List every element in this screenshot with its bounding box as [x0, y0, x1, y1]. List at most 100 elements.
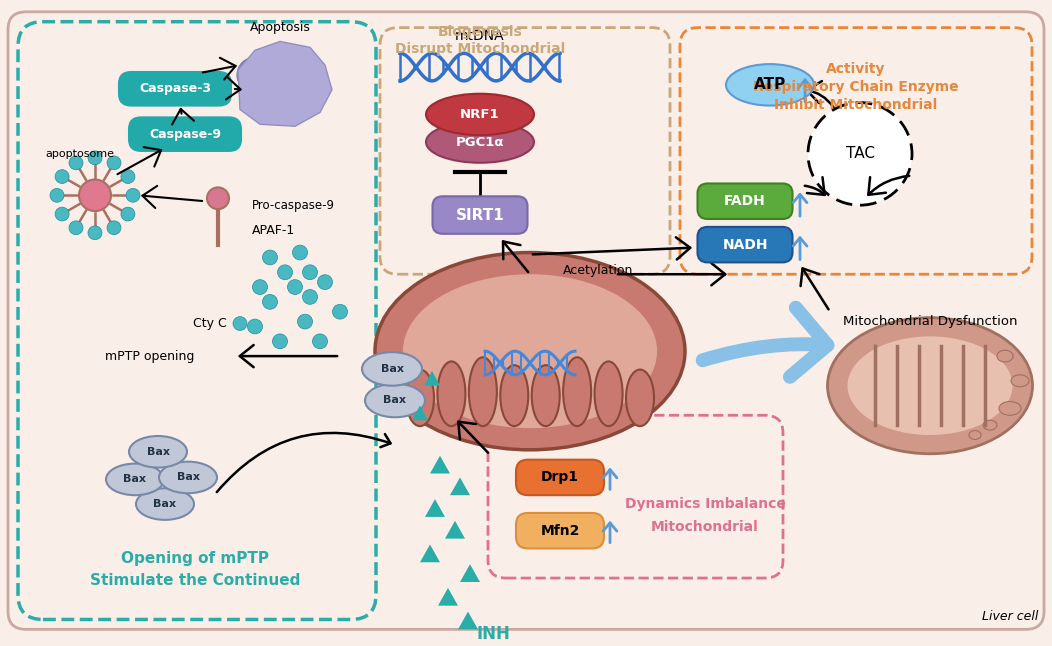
Text: Bax: Bax	[381, 364, 404, 374]
FancyBboxPatch shape	[432, 196, 527, 234]
Circle shape	[88, 226, 102, 240]
Circle shape	[303, 265, 318, 280]
Ellipse shape	[726, 64, 814, 105]
Text: NADH: NADH	[723, 238, 768, 252]
Circle shape	[107, 156, 121, 170]
FancyBboxPatch shape	[697, 227, 792, 262]
Circle shape	[263, 250, 278, 265]
Circle shape	[55, 170, 69, 183]
Polygon shape	[430, 455, 450, 474]
Polygon shape	[412, 406, 428, 421]
Circle shape	[292, 245, 307, 260]
Ellipse shape	[531, 365, 560, 426]
Circle shape	[247, 319, 263, 334]
Polygon shape	[450, 477, 470, 495]
Circle shape	[252, 280, 267, 295]
Circle shape	[255, 80, 285, 109]
Circle shape	[69, 156, 83, 170]
Circle shape	[332, 304, 347, 319]
Ellipse shape	[848, 337, 1012, 435]
Text: PGC1α: PGC1α	[456, 136, 504, 149]
Ellipse shape	[406, 370, 434, 426]
Text: Bax: Bax	[123, 474, 146, 484]
FancyBboxPatch shape	[697, 183, 792, 219]
Ellipse shape	[426, 94, 534, 135]
Text: Mfn2: Mfn2	[541, 524, 580, 537]
FancyBboxPatch shape	[129, 118, 241, 151]
Circle shape	[298, 314, 312, 329]
Ellipse shape	[828, 318, 1032, 453]
Text: Stimulate the Continued: Stimulate the Continued	[89, 572, 300, 587]
Text: ATP: ATP	[754, 78, 786, 92]
Text: Activity: Activity	[826, 62, 886, 76]
Text: Respiratory Chain Enzyme: Respiratory Chain Enzyme	[753, 80, 958, 94]
Ellipse shape	[438, 361, 465, 426]
Ellipse shape	[1011, 375, 1029, 387]
Polygon shape	[238, 41, 332, 126]
Text: APAF-1: APAF-1	[252, 224, 296, 237]
Circle shape	[55, 207, 69, 221]
Ellipse shape	[106, 464, 164, 495]
Text: apoptosome: apoptosome	[45, 149, 115, 159]
Ellipse shape	[594, 361, 623, 426]
Polygon shape	[420, 545, 440, 562]
Text: Bax: Bax	[177, 472, 200, 483]
Polygon shape	[438, 588, 458, 606]
Circle shape	[121, 207, 135, 221]
Text: Dynamics Imbalance: Dynamics Imbalance	[625, 497, 786, 511]
Ellipse shape	[626, 370, 654, 426]
Circle shape	[69, 221, 83, 234]
Ellipse shape	[375, 253, 685, 450]
Text: NRF1: NRF1	[460, 108, 500, 121]
Circle shape	[107, 221, 121, 234]
Text: Pro-caspase-9: Pro-caspase-9	[252, 199, 335, 212]
Text: Mitochondrial: Mitochondrial	[651, 520, 758, 534]
Ellipse shape	[136, 488, 194, 520]
FancyBboxPatch shape	[380, 28, 670, 275]
Ellipse shape	[129, 436, 187, 468]
Text: Bax: Bax	[154, 499, 177, 509]
Text: Caspase-9: Caspase-9	[149, 128, 221, 141]
Text: Apoptosis: Apoptosis	[249, 21, 310, 34]
Ellipse shape	[426, 121, 534, 163]
FancyBboxPatch shape	[18, 22, 376, 620]
Text: Bax: Bax	[384, 395, 406, 406]
Polygon shape	[425, 499, 445, 517]
Polygon shape	[460, 564, 480, 582]
Ellipse shape	[159, 462, 217, 493]
Polygon shape	[424, 371, 440, 386]
Ellipse shape	[983, 421, 997, 430]
Text: mtDNA: mtDNA	[456, 28, 505, 43]
Circle shape	[79, 180, 112, 211]
Ellipse shape	[997, 350, 1013, 362]
FancyBboxPatch shape	[119, 72, 231, 105]
Circle shape	[312, 334, 327, 349]
Circle shape	[50, 189, 64, 202]
Ellipse shape	[999, 401, 1021, 415]
Text: SIRT1: SIRT1	[456, 207, 504, 222]
Text: Caspase-3: Caspase-3	[139, 82, 211, 95]
Circle shape	[263, 295, 278, 309]
Text: Acetylation: Acetylation	[563, 264, 633, 276]
Circle shape	[121, 170, 135, 183]
FancyBboxPatch shape	[488, 415, 783, 578]
FancyBboxPatch shape	[515, 513, 604, 548]
Text: Bax: Bax	[146, 447, 169, 457]
Text: Disrupt Mitochondrial: Disrupt Mitochondrial	[394, 43, 565, 56]
Circle shape	[287, 280, 303, 295]
Circle shape	[88, 151, 102, 165]
Circle shape	[274, 48, 317, 92]
Text: Opening of mPTP: Opening of mPTP	[121, 551, 269, 566]
Ellipse shape	[563, 357, 591, 426]
Ellipse shape	[969, 431, 982, 439]
Circle shape	[288, 78, 322, 112]
Text: Inhibit Mitochondrial: Inhibit Mitochondrial	[774, 98, 937, 112]
Circle shape	[278, 265, 292, 280]
Circle shape	[808, 103, 912, 205]
Ellipse shape	[365, 384, 425, 417]
Circle shape	[272, 334, 287, 349]
FancyBboxPatch shape	[680, 28, 1032, 275]
Circle shape	[232, 317, 247, 331]
Ellipse shape	[501, 365, 528, 426]
Ellipse shape	[469, 357, 497, 426]
